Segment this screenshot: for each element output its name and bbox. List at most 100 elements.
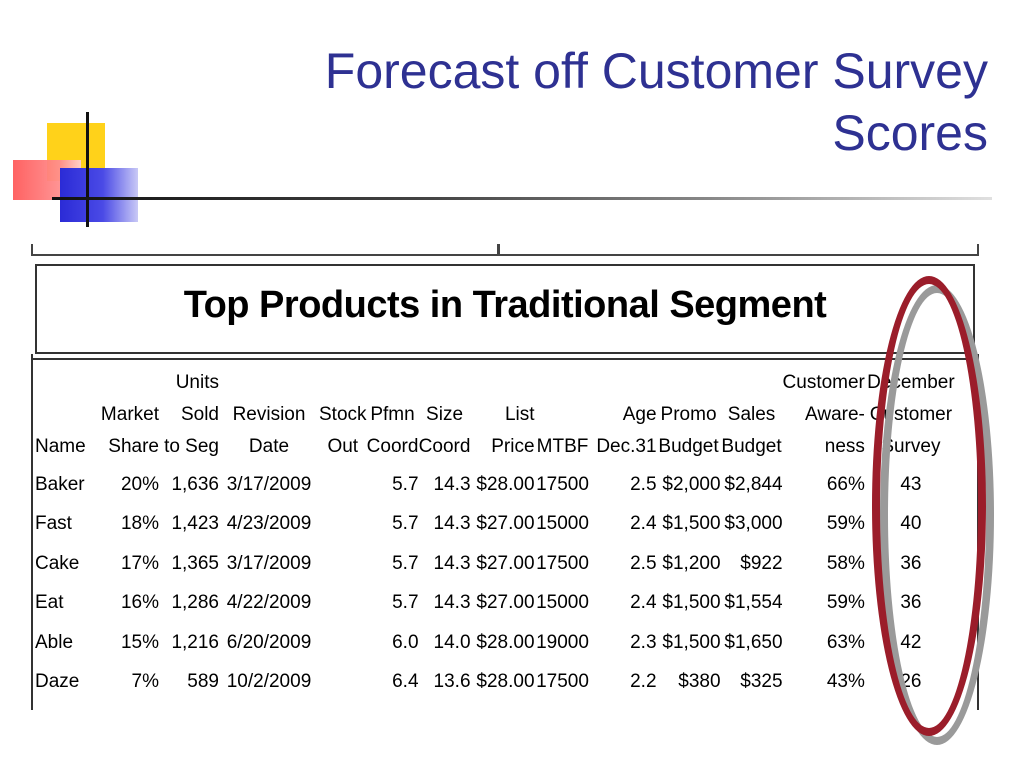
- column-header-line: [219, 367, 319, 399]
- cell-pfmn-coord: 5.7: [392, 592, 419, 614]
- cell-name: Daze: [35, 671, 80, 693]
- column-header-name: Name: [35, 367, 97, 465]
- column-header-line: Budget: [721, 436, 782, 457]
- cell-customer-awareness: 59%: [826, 513, 865, 535]
- cell-pfmn-coord: 5.7: [392, 513, 419, 535]
- column-header-line: Sold: [180, 404, 219, 425]
- column-header-sales-budget: Sales Budget: [721, 367, 783, 465]
- cell-customer-awareness: 66%: [826, 473, 865, 495]
- column-header-line: [535, 399, 591, 431]
- cell-market-share: 17%: [120, 552, 159, 574]
- cell-pfmn-coord: 6.0: [392, 631, 419, 653]
- column-header-pfmn-coord: Pfmn Coord: [367, 367, 419, 465]
- column-header-line: Revision: [232, 404, 306, 425]
- cell-name: Baker: [35, 473, 85, 495]
- table-row: Eat 16% 1,286 4/22/2009 5.7 14.3 $27.00 15000 2.…: [35, 584, 957, 624]
- table-row: Daze 7% 589 10/2/2009 6.4 13.6 $28.00 17500 2.2 $…: [35, 663, 957, 703]
- column-header-line: Coord: [418, 436, 471, 457]
- slide-title-line-2: Scores: [832, 105, 988, 161]
- column-header-revision-date: Revision Date: [219, 367, 319, 465]
- column-header-line: Stock: [319, 404, 367, 425]
- column-header-line: Coord: [366, 436, 419, 457]
- column-header-line: ness: [824, 436, 865, 457]
- column-header-line: [97, 367, 159, 399]
- cell-mtbf: 19000: [536, 631, 589, 653]
- table-row: Cake 17% 1,365 3/17/2009 5.7 14.3 $27.00 17500 2…: [35, 544, 957, 584]
- cell-sales-budget: $1,650: [724, 631, 783, 653]
- column-header-line: Share: [108, 436, 159, 457]
- cell-mtbf: 17500: [536, 671, 589, 693]
- column-header-line: Price: [491, 436, 535, 457]
- column-header-line: Market: [100, 404, 159, 425]
- column-header-stock-out: Stock Out: [319, 367, 367, 465]
- cell-list-price: $27.00: [476, 513, 535, 535]
- column-header-line: to Seg: [164, 436, 219, 457]
- slide-title: Forecast off Customer Survey Scores: [128, 40, 988, 164]
- cell-revision-date: 4/23/2009: [226, 513, 312, 535]
- cell-size-coord: 14.3: [433, 473, 471, 495]
- cell-stock-out: [319, 465, 367, 505]
- cell-revision-date: 10/2/2009: [226, 671, 312, 693]
- cell-age: 2.3: [630, 631, 657, 653]
- table-row: Baker 20% 1,636 3/17/2009 5.7 14.3 $28.00 17500…: [35, 465, 957, 505]
- cell-units-sold: 1,216: [171, 631, 219, 653]
- cell-stock-out: [319, 663, 367, 703]
- header-row: Name Market Share Units Sold to Seg Revision…: [35, 367, 957, 465]
- column-header-customer-awareness: Customer Aware-ness: [783, 367, 865, 465]
- column-header-line: [319, 367, 367, 399]
- highlight-ellipse: [872, 276, 986, 736]
- column-header-line: Age: [622, 404, 657, 425]
- column-header-line: Budget: [658, 436, 719, 457]
- cell-customer-awareness: 63%: [826, 631, 865, 653]
- cell-sales-budget: $3,000: [724, 513, 783, 535]
- column-header-line: [419, 367, 471, 399]
- cell-name: Cake: [35, 552, 80, 574]
- table-row: Able 15% 1,216 6/20/2009 6.0 14.0 $28.00 19000 2…: [35, 623, 957, 663]
- cell-revision-date: 4/22/2009: [226, 592, 312, 614]
- title-underline: [52, 197, 992, 200]
- cell-promo-budget: $1,200: [662, 552, 721, 574]
- cell-market-share: 7%: [131, 671, 159, 693]
- cell-age: 2.5: [630, 473, 657, 495]
- column-header-line: List: [504, 404, 535, 425]
- column-header-market-share: Market Share: [97, 367, 159, 465]
- cell-list-price: $28.00: [476, 671, 535, 693]
- cell-age: 2.5: [630, 552, 657, 574]
- cell-mtbf: 17500: [536, 473, 589, 495]
- cell-list-price: $27.00: [476, 552, 535, 574]
- cell-sales-budget: $2,844: [724, 473, 783, 495]
- cell-age: 2.4: [630, 513, 657, 535]
- column-header-line: [721, 367, 783, 399]
- column-header-size-coord: Size Coord: [419, 367, 471, 465]
- cell-market-share: 18%: [120, 513, 159, 535]
- cell-name: Able: [35, 631, 74, 653]
- column-header-line: Aware-: [805, 404, 865, 425]
- cell-units-sold: 1,286: [171, 592, 219, 614]
- cell-size-coord: 14.3: [433, 592, 471, 614]
- cell-size-coord: 14.3: [433, 552, 471, 574]
- cell-promo-budget: $1,500: [662, 592, 721, 614]
- column-header-age: Age Dec.31: [591, 367, 657, 465]
- cell-customer-awareness: 43%: [826, 671, 865, 693]
- column-header-line: [591, 367, 657, 399]
- cell-size-coord: 14.0: [433, 631, 471, 653]
- cell-units-sold: 1,365: [171, 552, 219, 574]
- column-header-line: Out: [327, 436, 359, 457]
- cell-age: 2.4: [630, 592, 657, 614]
- cell-customer-awareness: 58%: [826, 552, 865, 574]
- cell-market-share: 16%: [120, 592, 159, 614]
- cell-pfmn-coord: 5.7: [392, 473, 419, 495]
- cell-sales-budget: $325: [740, 671, 783, 693]
- column-header-line: Date: [248, 436, 290, 457]
- column-header-line: [35, 367, 97, 399]
- decorative-blue-square: [60, 168, 138, 222]
- column-header-list-price: List Price: [471, 367, 535, 465]
- report-left-border: [31, 354, 33, 710]
- column-header-promo-budget: Promo Budget: [657, 367, 721, 465]
- column-header-units-sold: Units Sold to Seg: [159, 367, 219, 465]
- cell-customer-awareness: 59%: [826, 592, 865, 614]
- cell-name: Fast: [35, 513, 72, 535]
- table-row: Fast 18% 1,423 4/23/2009 5.7 14.3 $27.00 15000 2…: [35, 505, 957, 545]
- column-header-line: [367, 367, 419, 399]
- cell-promo-budget: $2,000: [662, 473, 721, 495]
